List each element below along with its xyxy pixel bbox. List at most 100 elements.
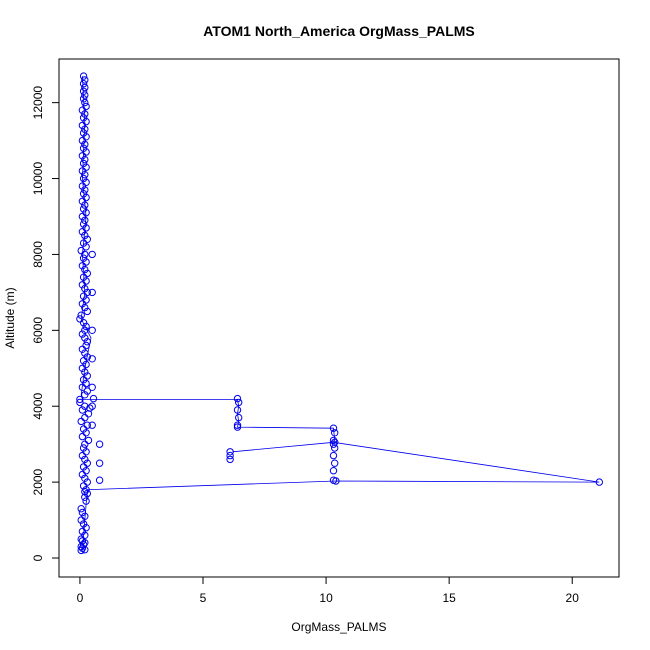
data-point xyxy=(88,355,96,363)
data-point xyxy=(88,402,96,410)
data-point xyxy=(82,360,90,369)
series-line xyxy=(80,76,600,551)
data-point xyxy=(95,440,104,448)
x-tick-label: 5 xyxy=(200,591,207,605)
data-point xyxy=(81,455,89,464)
data-point xyxy=(78,364,87,372)
y-tick-label: 6000 xyxy=(31,317,45,344)
data-point xyxy=(83,478,92,486)
x-axis: 0 5 10 15 20 xyxy=(77,576,579,605)
data-point xyxy=(82,193,90,202)
data-point xyxy=(81,440,89,448)
data-point xyxy=(329,467,338,475)
data-point xyxy=(78,345,87,353)
data-point xyxy=(83,338,92,346)
data-point xyxy=(329,424,338,432)
data-point xyxy=(81,140,89,149)
data-point xyxy=(78,136,87,145)
data-point xyxy=(226,455,234,464)
data-point xyxy=(595,478,603,486)
data-point xyxy=(78,432,87,441)
data-point xyxy=(79,72,88,80)
data-point xyxy=(233,406,242,414)
data-point xyxy=(83,353,92,361)
plot-frame xyxy=(58,58,620,578)
data-point xyxy=(82,178,90,187)
data-point xyxy=(81,531,89,539)
data-point xyxy=(81,201,89,209)
data-point xyxy=(83,288,92,297)
data-point xyxy=(79,114,88,122)
data-point xyxy=(81,487,89,496)
y-axis-label: Altitude (m) xyxy=(3,287,17,348)
data-point xyxy=(78,300,87,308)
data-point xyxy=(332,477,340,485)
data-point xyxy=(77,246,85,255)
data-point xyxy=(77,417,85,426)
data-point xyxy=(83,421,92,429)
data-point xyxy=(81,391,89,399)
data-point xyxy=(81,284,89,293)
data-point xyxy=(235,398,243,407)
data-point xyxy=(76,315,84,323)
data-point xyxy=(82,148,90,156)
y-tick-label: 12000 xyxy=(31,86,45,120)
data-point xyxy=(78,212,87,221)
data-point xyxy=(79,357,88,365)
x-tick-label: 15 xyxy=(442,591,456,605)
data-point xyxy=(81,334,89,342)
data-point xyxy=(82,524,90,532)
data-point xyxy=(81,402,89,410)
y-axis: 0 2000 4000 6000 8000 10000 12000 xyxy=(31,86,60,561)
data-point xyxy=(81,493,89,501)
data-point xyxy=(79,273,88,281)
data-point xyxy=(82,296,90,304)
data-point xyxy=(233,394,242,403)
data-point xyxy=(76,398,84,407)
data-point xyxy=(82,467,90,475)
y-tick-label: 10000 xyxy=(31,162,45,196)
data-point xyxy=(81,303,89,312)
data-point xyxy=(88,326,96,334)
data-point xyxy=(82,102,90,111)
data-point xyxy=(83,459,92,467)
data-point xyxy=(83,372,92,380)
data-point xyxy=(82,497,90,505)
data-point xyxy=(79,220,88,228)
data-point xyxy=(78,106,87,114)
data-point xyxy=(79,239,88,247)
data-point xyxy=(81,368,89,376)
data-point xyxy=(78,451,87,460)
data-point xyxy=(331,429,339,437)
data-point xyxy=(329,436,338,445)
data-point xyxy=(95,476,104,484)
data-point xyxy=(331,438,339,446)
data-point xyxy=(329,440,338,448)
data-point xyxy=(78,281,87,289)
data-point xyxy=(82,486,90,494)
data-point xyxy=(82,341,90,350)
data-point xyxy=(78,406,87,414)
data-point xyxy=(78,262,87,270)
data-point xyxy=(79,87,88,96)
data-point xyxy=(88,250,96,259)
data-point xyxy=(226,448,234,456)
data-point xyxy=(78,197,87,206)
data-point xyxy=(81,171,89,179)
data-point xyxy=(78,152,87,160)
data-point xyxy=(81,474,89,482)
data-point xyxy=(78,228,87,236)
data-point xyxy=(235,413,243,422)
x-axis-label: OrgMass_PALMS xyxy=(291,620,386,634)
data-point xyxy=(81,98,89,107)
data-point xyxy=(78,383,87,391)
data-point xyxy=(79,190,88,198)
data-point xyxy=(88,421,96,429)
data-point xyxy=(82,258,90,266)
data-point xyxy=(233,423,242,431)
x-tick-label: 0 xyxy=(77,591,84,605)
data-point xyxy=(79,159,88,168)
data-point xyxy=(88,383,96,391)
data-point xyxy=(82,448,90,456)
